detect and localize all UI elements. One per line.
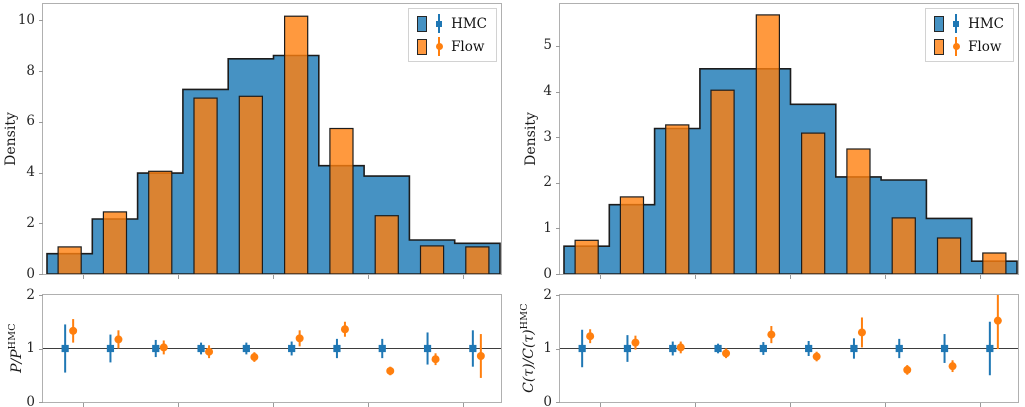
x-tick-mark <box>82 275 84 279</box>
y-tick-mark <box>555 137 560 139</box>
y-tick-label: 0 <box>26 265 35 282</box>
legend-entry-hmc: HMC <box>417 14 487 33</box>
hmc-errorbar-marker-icon <box>951 14 961 33</box>
hmc-errorbar-marker-icon <box>434 14 444 33</box>
y-tick-mark <box>38 274 43 275</box>
hmc-errorbar-series <box>61 324 477 373</box>
y-tick-mark <box>555 402 560 403</box>
x-tick-mark <box>695 403 697 407</box>
x-tick-mark <box>82 403 84 407</box>
x-tick-mark <box>463 275 464 279</box>
y-tick-label: 2 <box>543 286 552 303</box>
y-tick-mark <box>38 20 43 22</box>
y-tick-mark <box>555 295 560 296</box>
x-tick-mark <box>368 275 370 279</box>
legend-label-flow: Flow <box>968 38 1002 55</box>
x-tick-mark <box>178 403 180 407</box>
y-tick-mark <box>555 45 560 47</box>
flow-bar-histogram <box>574 14 1007 274</box>
y-tick-label: 3 <box>543 128 552 145</box>
y-tick-label: 8 <box>26 62 35 79</box>
hmc-errorbar-series <box>578 321 994 376</box>
legend-entry-flow: Flow <box>934 37 1004 56</box>
y-tick-mark <box>38 348 43 350</box>
y-tick-label: 1 <box>26 340 35 356</box>
x-tick-mark <box>599 403 601 407</box>
flow-errorbar-marker-icon <box>951 37 961 56</box>
legend: HMC Flow <box>408 8 497 62</box>
x-tick-mark <box>463 403 464 407</box>
y-tick-label: 6 <box>26 113 35 130</box>
ratio-label-base: C(τ)/C(τ) <box>520 329 537 393</box>
y-tick-label: 4 <box>26 164 35 181</box>
left-histogram-axes: HMC Flow <box>42 3 502 275</box>
x-tick-mark <box>789 275 791 279</box>
x-tick-mark <box>368 403 370 407</box>
flow-errorbar-marker-icon <box>434 37 444 56</box>
x-tick-mark <box>789 403 791 407</box>
x-tick-mark <box>272 403 274 407</box>
x-tick-mark <box>178 275 180 279</box>
ratio-left-plot-area <box>43 319 501 378</box>
hist-right-plot-area <box>563 14 1018 274</box>
y-tick-label: 10 <box>17 11 35 28</box>
y-tick-label: 0 <box>543 393 552 407</box>
ratio-right-plot-area <box>560 295 1018 376</box>
right-histogram-axes: HMC Flow <box>559 3 1019 275</box>
y-tick-mark <box>555 228 560 230</box>
legend-label-hmc: HMC <box>968 15 1004 32</box>
x-tick-mark <box>885 275 887 279</box>
y-tick-label: 4 <box>543 83 552 100</box>
flow-errorbar-series <box>69 319 485 378</box>
legend: HMC Flow <box>925 8 1014 62</box>
y-tick-label: 0 <box>26 393 35 407</box>
y-tick-label: 1 <box>543 219 552 236</box>
flow-bar-histogram <box>57 15 490 274</box>
right-ratio-axes <box>559 294 1019 403</box>
y-tick-mark <box>38 223 43 225</box>
y-tick-label: 2 <box>26 286 35 303</box>
ratio-label-sup: HMC <box>519 303 531 330</box>
y-tick-mark <box>555 348 560 350</box>
x-tick-mark <box>272 275 274 279</box>
x-tick-mark <box>885 403 887 407</box>
y-tick-mark <box>38 121 43 123</box>
flow-histogram-swatch <box>934 38 945 55</box>
y-tick-label: 2 <box>26 214 35 231</box>
flow-histogram-swatch <box>417 38 428 55</box>
flow-errorbar-series <box>586 295 1002 375</box>
legend-entry-flow: Flow <box>417 37 487 56</box>
y-tick-mark <box>555 91 560 93</box>
y-tick-mark <box>38 402 43 403</box>
y-tick-label: 2 <box>543 174 552 191</box>
hmc-histogram-swatch <box>934 15 945 32</box>
left-ratio-axes <box>42 294 502 403</box>
y-tick-label: 0 <box>543 265 552 282</box>
x-tick-mark <box>980 403 981 407</box>
legend-entry-hmc: HMC <box>934 14 1004 33</box>
legend-label-hmc: HMC <box>451 15 487 32</box>
x-tick-mark <box>599 275 601 279</box>
y-tick-label: 1 <box>543 340 552 356</box>
legend-label-flow: Flow <box>451 38 485 55</box>
y-tick-mark <box>38 295 43 296</box>
y-tick-mark <box>38 172 43 174</box>
y-tick-mark <box>555 182 560 184</box>
hmc-histogram-swatch <box>417 15 428 32</box>
hist-left-plot-area <box>46 15 501 274</box>
y-tick-label: 5 <box>543 37 552 54</box>
y-tick-mark <box>38 71 43 73</box>
x-tick-mark <box>980 275 981 279</box>
y-tick-mark <box>555 274 560 275</box>
x-tick-mark <box>695 275 697 279</box>
